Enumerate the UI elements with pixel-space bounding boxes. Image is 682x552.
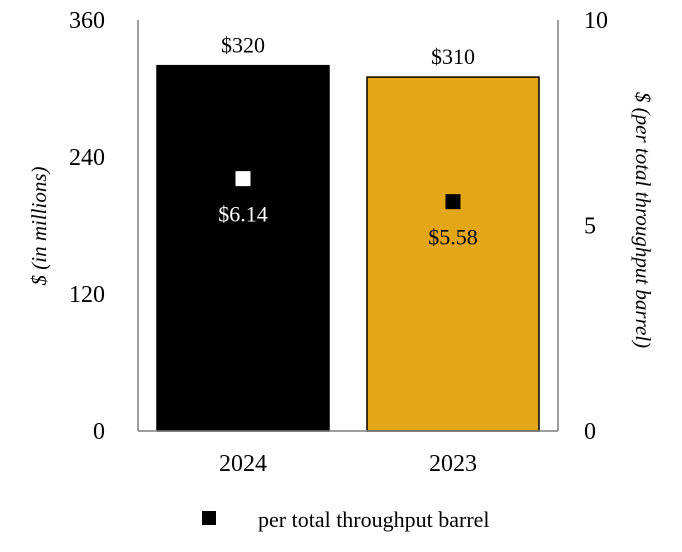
legend: per total throughput barrel (202, 507, 490, 532)
y-tick-right-5: 5 (584, 214, 596, 240)
y-tick-left-0: 0 (93, 419, 105, 445)
x-tick-label-2024: 2024 (219, 451, 267, 477)
marker-value-label-2024: $6.14 (218, 202, 268, 227)
bar-group (156, 64, 540, 432)
y-tick-left-120: 120 (69, 282, 105, 308)
marker-group (235, 171, 461, 210)
y-tick-left-240: 240 (69, 145, 105, 171)
x-tick-label-2023: 2023 (429, 451, 477, 477)
marker-2023 (445, 194, 461, 210)
bar-2023 (366, 76, 540, 432)
bar-value-label-2023: $310 (431, 44, 475, 69)
bar-2024 (156, 64, 330, 432)
y-tick-left-360: 360 (69, 8, 105, 34)
label-group: $320 $6.14 $310 $5.58 (218, 33, 478, 250)
legend-label: per total throughput barrel (258, 507, 490, 532)
y-tick-right-0: 0 (584, 419, 596, 445)
marker-2024 (235, 171, 251, 187)
y-tick-right-10: 10 (584, 8, 608, 34)
bar-value-label-2024: $320 (221, 33, 265, 58)
legend-marker (202, 511, 216, 525)
marker-value-label-2023: $5.58 (428, 225, 478, 250)
y-axis-left-label: $ (in millions) (27, 166, 51, 285)
axes-group: 2024 2023 0 120 240 360 0 5 10 (69, 8, 608, 477)
y-axis-right-label: $ (per total throughput barrel) (631, 92, 655, 348)
